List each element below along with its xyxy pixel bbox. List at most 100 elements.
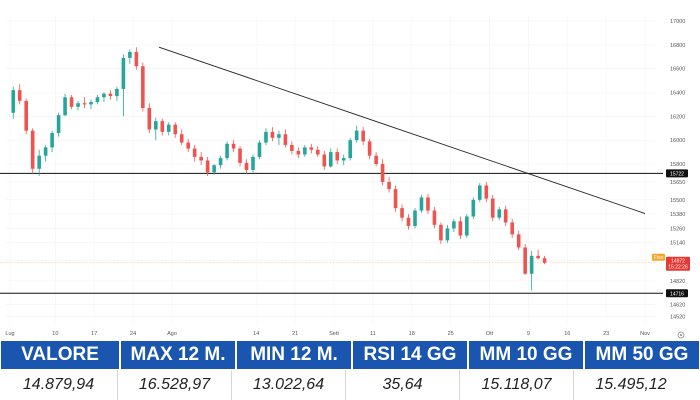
candle — [316, 146, 320, 157]
candle — [283, 129, 288, 148]
candle — [529, 251, 534, 291]
x-tick-label: 11 — [370, 331, 376, 337]
y-tick-label: 17000 — [670, 19, 685, 25]
candle-body — [231, 143, 236, 149]
candle-body — [160, 121, 165, 132]
candle — [348, 137, 352, 161]
candle — [406, 214, 411, 230]
candle — [303, 144, 307, 157]
candle-body — [367, 141, 372, 156]
candle-body — [439, 224, 443, 241]
value-valore: 14.879,94 — [0, 370, 118, 400]
candle-body — [82, 103, 87, 105]
x-tick-label: Lug — [5, 331, 14, 337]
candle-body — [465, 216, 469, 236]
candle — [380, 159, 385, 186]
y-tick-label: 14820 — [670, 279, 685, 285]
candle — [76, 100, 80, 111]
candle — [322, 150, 327, 170]
y-tick-label: 15140 — [670, 241, 685, 247]
candle — [95, 94, 100, 105]
candle — [160, 118, 165, 136]
value-mm-10gg: 15.118,07 — [460, 370, 574, 400]
price-chart[interactable]: 17000 16800 16600 16400 16200 16000 15800 15650… — [0, 0, 700, 340]
candle-body — [43, 147, 48, 156]
y-tick-label: 16400 — [670, 91, 685, 97]
candle-body — [186, 142, 190, 149]
candle-body — [24, 100, 28, 131]
candle-body — [147, 108, 152, 130]
header-valore: VALORE — [1, 341, 119, 369]
y-tick-label: 15380 — [670, 212, 685, 218]
candle — [37, 149, 41, 176]
candle-body — [393, 189, 398, 209]
candle — [154, 117, 158, 141]
x-tick-label: Ott — [486, 331, 494, 337]
level-tag-label: 15722 — [670, 171, 684, 177]
candle-body — [270, 131, 275, 138]
candle-body — [277, 134, 281, 138]
candle — [89, 99, 93, 110]
settings-icon[interactable] — [677, 331, 685, 339]
candle-body — [309, 147, 314, 150]
candle-body — [303, 147, 307, 155]
y-tick-label: 14520 — [670, 315, 685, 321]
x-axis: Lug 10 17 24 Ago 14 21 Sett 11 18 25 Ott 9 16 23 Nov — [5, 331, 650, 337]
candle — [516, 230, 521, 250]
y-tick-label: 15500 — [670, 198, 685, 204]
candle — [17, 84, 22, 105]
candle — [361, 127, 365, 145]
y-tick-label: 16800 — [670, 43, 685, 49]
candle-body — [238, 148, 242, 163]
value-max-12m: 16.528,97 — [118, 370, 232, 400]
candle — [231, 140, 236, 153]
candle — [141, 62, 145, 112]
candle-body — [341, 158, 346, 161]
candle-body — [354, 130, 359, 141]
last-price-tag-bg — [666, 256, 690, 271]
candle-body — [523, 247, 527, 274]
level-tag-bg — [666, 169, 688, 178]
candle-body — [374, 155, 378, 165]
candle — [121, 54, 126, 117]
trendline-group — [158, 46, 646, 214]
candle-body — [348, 140, 352, 159]
candle-body — [199, 156, 203, 161]
candle-body — [290, 144, 294, 151]
x-tick-label: 9 — [527, 331, 530, 337]
candle — [225, 141, 229, 161]
candle — [212, 164, 216, 175]
candle — [257, 140, 262, 160]
x-tick-label: 24 — [130, 331, 136, 337]
header-mm-50gg: MM 50 GG — [585, 341, 699, 369]
candle — [244, 159, 249, 174]
candle — [218, 155, 223, 169]
candle-body — [328, 152, 333, 167]
x-tick-label: Nov — [640, 331, 650, 337]
level-tag-bg — [666, 289, 688, 298]
candle-body — [413, 210, 417, 227]
candle-body — [426, 197, 430, 211]
candles-group — [11, 47, 547, 291]
candle-body — [30, 130, 35, 169]
candle-body — [251, 156, 255, 170]
candle-body — [134, 51, 139, 67]
candle-body — [536, 255, 540, 259]
y-tick-label: 16200 — [670, 114, 685, 120]
candle-body — [296, 150, 301, 155]
candle — [24, 98, 28, 135]
candle-body — [69, 97, 74, 107]
candle — [108, 90, 113, 100]
candle — [354, 125, 359, 143]
candle — [490, 195, 495, 222]
value-rsi-14gg: 35,64 — [346, 370, 460, 400]
candle-body — [192, 148, 197, 157]
candle — [432, 206, 437, 229]
candle — [503, 205, 508, 227]
x-tick-label: Ago — [167, 331, 177, 337]
candle-body — [516, 234, 521, 248]
header-max-12m: MAX 12 M. — [121, 341, 235, 369]
chart-grid — [6, 15, 655, 325]
candle — [478, 183, 482, 203]
candle-body — [400, 208, 404, 218]
